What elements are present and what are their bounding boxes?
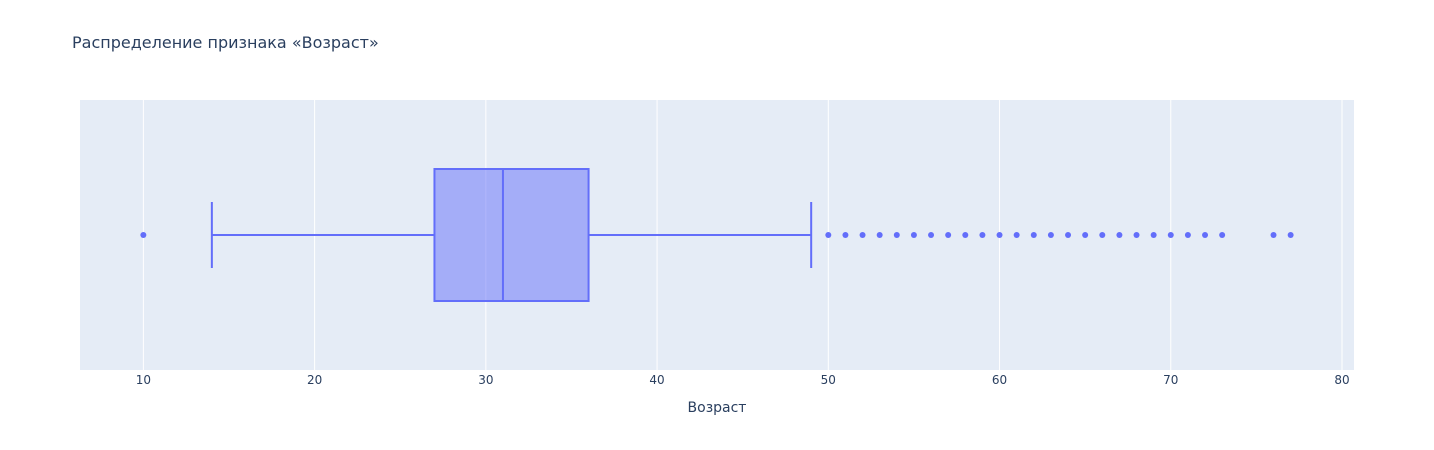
outlier-point-65 bbox=[1082, 232, 1089, 238]
x-tick-label-30: 30 bbox=[478, 373, 493, 387]
x-tick-label-80: 80 bbox=[1334, 373, 1349, 387]
box-trace bbox=[210, 168, 813, 302]
outlier-point-50 bbox=[825, 232, 832, 238]
x-tick-label-10: 10 bbox=[136, 373, 151, 387]
outlier-point-56 bbox=[928, 232, 935, 238]
x-tick-label-70: 70 bbox=[1163, 373, 1178, 387]
outlier-points bbox=[140, 232, 1294, 238]
outlier-point-57 bbox=[945, 232, 952, 238]
outlier-point-71 bbox=[1184, 232, 1191, 238]
outlier-point-77 bbox=[1287, 232, 1294, 238]
outlier-point-60 bbox=[996, 232, 1003, 238]
outlier-point-63 bbox=[1047, 232, 1054, 238]
outlier-point-67 bbox=[1116, 232, 1123, 238]
x-axis-ticks: 10 20 30 40 50 60 70 80 bbox=[136, 373, 1350, 387]
outlier-point-69 bbox=[1150, 232, 1157, 238]
outlier-point-62 bbox=[1030, 232, 1037, 238]
outlier-point-73 bbox=[1219, 232, 1226, 238]
outlier-point-68 bbox=[1133, 232, 1140, 238]
outlier-point-10 bbox=[140, 232, 147, 238]
outlier-point-61 bbox=[1013, 232, 1020, 238]
x-tick-label-60: 60 bbox=[992, 373, 1007, 387]
outlier-point-52 bbox=[859, 232, 866, 238]
outlier-point-55 bbox=[910, 232, 917, 238]
outlier-point-53 bbox=[876, 232, 883, 238]
outlier-point-72 bbox=[1202, 232, 1209, 238]
x-axis-title: Возраст bbox=[688, 400, 747, 416]
chart-title: Распределение признака «Возраст» bbox=[72, 33, 379, 52]
outlier-point-54 bbox=[893, 232, 900, 238]
x-tick-label-20: 20 bbox=[307, 373, 322, 387]
x-tick-label-50: 50 bbox=[821, 373, 836, 387]
interquartile-box bbox=[433, 168, 590, 302]
outlier-point-64 bbox=[1065, 232, 1072, 238]
outlier-point-66 bbox=[1099, 232, 1106, 238]
outlier-point-76 bbox=[1270, 232, 1277, 238]
outlier-point-70 bbox=[1167, 232, 1174, 238]
outlier-point-58 bbox=[962, 232, 969, 238]
outlier-point-59 bbox=[979, 232, 986, 238]
x-tick-label-40: 40 bbox=[649, 373, 664, 387]
outlier-point-51 bbox=[842, 232, 849, 238]
